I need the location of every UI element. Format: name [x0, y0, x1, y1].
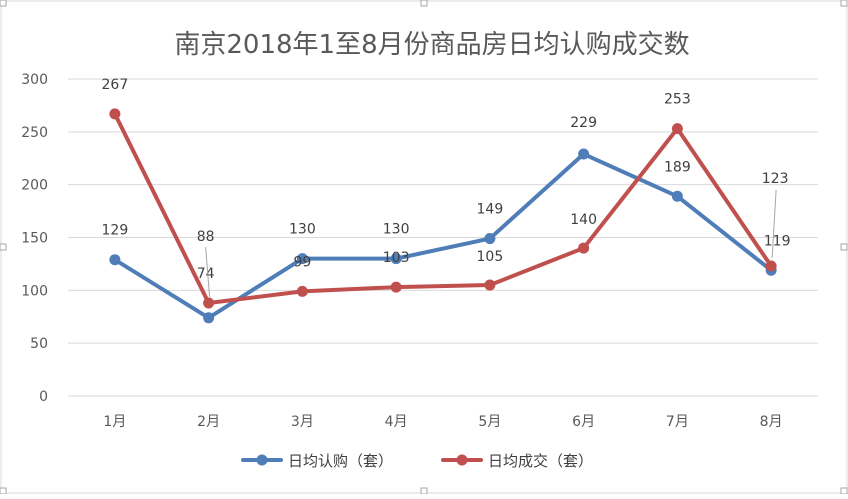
legend: 日均认购（套） 日均成交（套） [241, 452, 593, 470]
x-tick-label: 6月 [572, 414, 595, 430]
data-point [671, 190, 683, 202]
y-tick-label: 200 [21, 178, 48, 194]
data-point [671, 123, 683, 135]
data-labels: 129 74 130 130 149 229 189 119 267 88 99 103 105 140 2… [102, 77, 791, 298]
series-line-2 [112, 111, 774, 306]
data-point [296, 285, 308, 297]
plot-area [109, 108, 777, 324]
y-tick-label: 250 [21, 125, 48, 141]
x-tick-label: 1月 [103, 414, 126, 430]
resize-handle[interactable] [840, 487, 848, 495]
y-tick-label: 300 [21, 72, 48, 88]
x-tick-label: 8月 [760, 414, 783, 430]
data-label: 189 [664, 159, 691, 175]
data-point [765, 260, 777, 272]
data-label: 130 [289, 222, 316, 238]
data-point [578, 242, 590, 254]
data-label: 129 [102, 223, 129, 239]
legend-swatch-marker [256, 454, 268, 466]
data-label: 119 [764, 233, 791, 249]
data-label: 88 [197, 229, 215, 245]
resize-handle[interactable] [840, 0, 848, 7]
x-tick-label: 7月 [666, 414, 689, 430]
data-point [484, 233, 496, 245]
series-line-1 [112, 152, 774, 320]
leader-line [771, 190, 777, 259]
data-point [109, 108, 121, 120]
data-label: 149 [477, 202, 504, 218]
legend-label: 日均成交（套） [488, 452, 593, 470]
resize-handle[interactable] [840, 243, 848, 251]
leader-line [205, 246, 211, 298]
data-label: 105 [477, 249, 504, 265]
legend-label: 日均认购（套） [288, 452, 393, 470]
y-axis: 0 50 100 150 200 250 300 [21, 72, 48, 405]
data-label: 229 [570, 115, 597, 131]
resize-handle[interactable] [0, 243, 7, 251]
x-tick-label: 5月 [478, 414, 501, 430]
y-tick-label: 0 [39, 389, 48, 405]
resize-handle[interactable] [0, 487, 7, 495]
data-point [578, 148, 590, 160]
gridlines [68, 78, 818, 397]
data-label: 123 [762, 171, 789, 187]
x-tick-label: 3月 [291, 414, 314, 430]
data-label: 103 [383, 250, 410, 266]
data-label: 267 [102, 77, 129, 93]
chart-title: 南京2018年1至8月份商品房日均认购成交数 [174, 30, 689, 60]
data-label: 130 [383, 222, 410, 238]
y-tick-label: 100 [21, 283, 48, 299]
data-point [484, 279, 496, 291]
y-tick-label: 150 [21, 231, 48, 247]
data-label: 74 [197, 266, 215, 282]
resize-handle[interactable] [0, 0, 7, 7]
data-label: 140 [570, 212, 597, 228]
data-point [203, 297, 215, 309]
y-tick-label: 50 [30, 336, 48, 352]
legend-swatch-marker [456, 454, 468, 466]
resize-handle[interactable] [420, 487, 428, 495]
x-tick-label: 2月 [197, 414, 220, 430]
data-point [296, 253, 308, 265]
data-point [203, 312, 215, 324]
x-axis: 1月 2月 3月 4月 5月 6月 7月 8月 [103, 414, 782, 430]
data-point [390, 281, 402, 293]
data-point [390, 253, 402, 265]
resize-handle[interactable] [420, 0, 428, 7]
x-tick-label: 4月 [385, 414, 408, 430]
data-label: 99 [293, 254, 311, 270]
data-point [109, 254, 121, 266]
data-label: 253 [664, 92, 691, 108]
